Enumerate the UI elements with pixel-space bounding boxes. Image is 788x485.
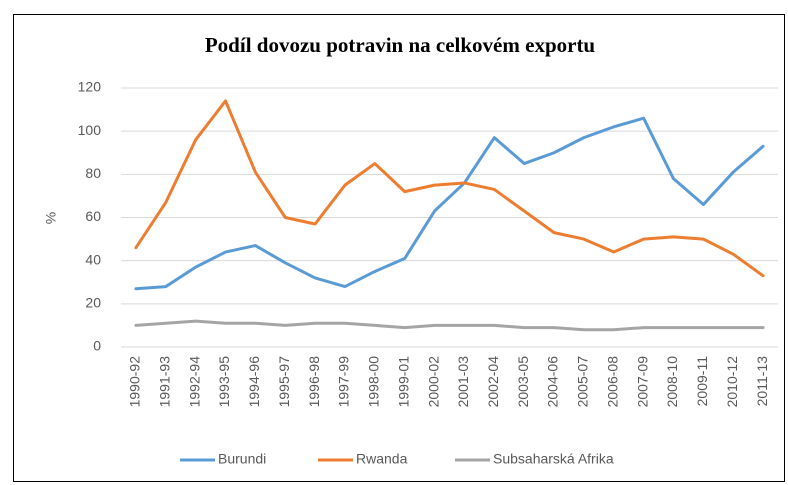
x-tick-label: 2001-03 [455, 356, 471, 408]
x-tick-label: 1996-98 [306, 356, 322, 408]
x-tick-label: 1997-99 [336, 356, 352, 408]
y-axis-label: % [43, 212, 59, 224]
x-tick-label: 1992-94 [186, 356, 202, 408]
x-tick-label: 2011-13 [754, 356, 770, 407]
x-tick-label: 1998-00 [366, 356, 382, 408]
chart-title: Podíl dovozu potravin na celkovém export… [205, 33, 596, 57]
legend-label: Subsaharská Afrika [493, 451, 614, 467]
x-tick-label: 2002-04 [485, 356, 501, 408]
x-tick-label: 2003-05 [515, 356, 531, 408]
y-tick-label: 120 [78, 79, 102, 95]
line-series [134, 319, 765, 332]
x-tick-label: 2004-06 [545, 356, 561, 408]
line-series [134, 116, 765, 291]
legend-label: Burundi [218, 451, 266, 467]
y-tick-label: 100 [78, 122, 102, 138]
x-tick-label: 2007-09 [634, 356, 650, 408]
y-tick-label: 80 [85, 165, 101, 181]
x-tick-label: 2000-02 [425, 356, 441, 408]
x-tick-label: 1991-93 [156, 356, 172, 408]
legend-label: Rwanda [356, 451, 408, 467]
y-tick-label: 0 [93, 338, 101, 354]
x-tick-label: 1999-01 [395, 356, 411, 408]
y-tick-label: 40 [85, 251, 101, 267]
y-tick-label: 20 [85, 295, 101, 311]
chart-border [13, 14, 785, 482]
x-tick-label: 2010-12 [724, 356, 740, 408]
x-tick-label: 1994-96 [246, 356, 262, 408]
x-tick-label: 2006-08 [604, 356, 620, 408]
x-tick-label: 2009-11 [694, 356, 710, 407]
x-tick-label: 1995-97 [276, 356, 292, 408]
y-tick-label: 60 [85, 208, 101, 224]
x-tick-label: 2005-07 [575, 356, 591, 408]
line-series [134, 99, 765, 278]
x-tick-label: 1990-92 [127, 356, 143, 408]
x-tick-label: 1993-95 [216, 356, 232, 408]
x-tick-label: 2008-10 [664, 356, 680, 408]
